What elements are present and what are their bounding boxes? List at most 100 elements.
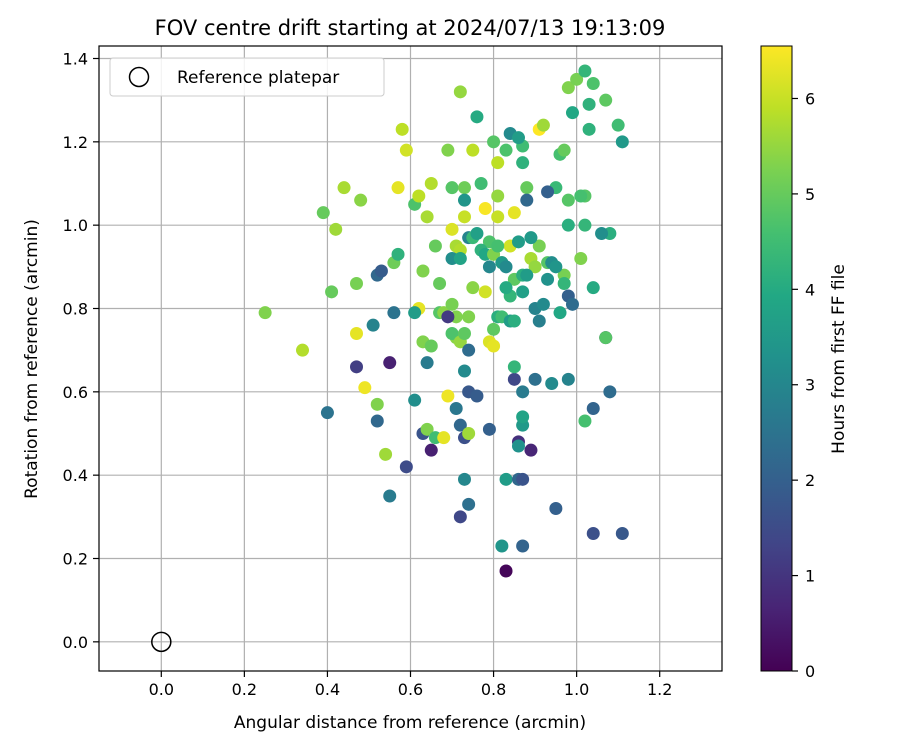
data-point	[462, 310, 476, 324]
data-point	[462, 343, 476, 357]
data-point	[329, 222, 343, 236]
data-point	[370, 414, 384, 428]
colorbar-tick-label: 5	[805, 185, 815, 204]
data-point	[391, 181, 405, 195]
data-point	[457, 327, 471, 340]
data-point	[420, 356, 434, 370]
grid-lines	[99, 46, 722, 671]
data-point	[470, 227, 484, 240]
data-point	[586, 402, 600, 415]
data-point	[516, 285, 530, 299]
data-point	[453, 252, 467, 265]
data-point	[578, 414, 592, 428]
data-point	[462, 427, 476, 440]
data-point	[449, 402, 463, 415]
x-axis-label: Angular distance from reference (arcmin)	[234, 713, 586, 733]
data-point	[441, 389, 455, 403]
x-tick-label: 0.8	[481, 680, 506, 699]
data-point	[258, 306, 272, 320]
data-point	[487, 322, 501, 336]
data-point	[470, 110, 484, 124]
data-point	[491, 239, 505, 253]
data-point	[383, 489, 397, 503]
colorbar-tick-label: 4	[805, 280, 815, 299]
x-tick-label: 0.0	[149, 680, 174, 699]
data-point	[408, 306, 422, 320]
x-tick-label: 0.6	[398, 680, 423, 699]
data-point	[374, 264, 388, 278]
colorbar-ticks: 0 1 2 3 4 5 6	[792, 89, 815, 681]
data-point	[541, 272, 555, 286]
data-point	[354, 193, 368, 207]
data-point	[561, 193, 575, 207]
data-point	[424, 177, 438, 190]
data-point	[478, 285, 492, 299]
legend: Reference platepar	[109, 57, 385, 97]
data-point	[325, 285, 339, 299]
legend-box	[109, 57, 385, 97]
data-point	[499, 281, 513, 295]
data-point	[582, 122, 596, 136]
data-point	[599, 93, 613, 107]
data-point	[474, 177, 488, 190]
data-point	[507, 206, 521, 220]
y-tick-label: 0.6	[63, 383, 88, 402]
x-tick-label: 0.4	[315, 680, 340, 699]
data-point	[491, 210, 505, 224]
data-point	[457, 193, 471, 207]
data-point	[399, 460, 413, 474]
data-point	[462, 497, 476, 511]
data-point	[586, 77, 600, 90]
data-point	[507, 360, 521, 374]
data-point	[516, 410, 530, 424]
data-point	[395, 122, 409, 136]
data-point	[578, 64, 592, 78]
colorbar-tick-label: 2	[805, 471, 815, 490]
data-point	[532, 314, 546, 328]
data-point	[536, 118, 550, 132]
data-point	[320, 406, 334, 420]
data-point	[487, 339, 501, 353]
data-point	[491, 156, 505, 170]
data-point	[470, 389, 484, 403]
colorbar-tick-label: 0	[805, 662, 815, 681]
data-point	[350, 277, 364, 290]
data-point	[482, 260, 496, 274]
data-point	[565, 297, 579, 311]
data-point	[416, 264, 430, 278]
data-point	[599, 331, 613, 345]
colorbar-gradient	[760, 45, 793, 672]
data-point	[528, 260, 542, 274]
data-point	[536, 297, 550, 311]
data-point	[561, 372, 575, 386]
colorbar: 0 1 2 3 4 5 6 Hours from first FF file	[760, 45, 849, 681]
data-point	[428, 239, 442, 253]
y-tick-label: 1.2	[63, 133, 88, 152]
data-point	[453, 418, 467, 432]
data-point	[420, 210, 434, 224]
data-point	[524, 443, 538, 457]
data-point	[557, 143, 571, 157]
data-point	[433, 277, 447, 290]
data-point	[615, 527, 629, 540]
data-point	[408, 393, 422, 407]
data-point	[457, 181, 471, 195]
data-point	[420, 422, 434, 436]
data-point	[549, 502, 563, 515]
data-point	[561, 81, 575, 95]
colorbar-tick-label: 1	[805, 567, 815, 586]
data-point	[383, 356, 397, 370]
chart-title: FOV centre drift starting at 2024/07/13 …	[155, 16, 666, 40]
data-point	[391, 247, 405, 261]
data-point	[582, 97, 596, 111]
data-point	[570, 72, 584, 86]
data-point	[482, 422, 496, 436]
legend-label: Reference platepar	[177, 68, 339, 88]
data-point	[366, 318, 380, 332]
x-tick-label: 0.2	[232, 680, 257, 699]
data-point	[615, 135, 629, 149]
data-point	[487, 135, 501, 149]
data-point	[316, 206, 330, 220]
data-point	[437, 431, 451, 445]
